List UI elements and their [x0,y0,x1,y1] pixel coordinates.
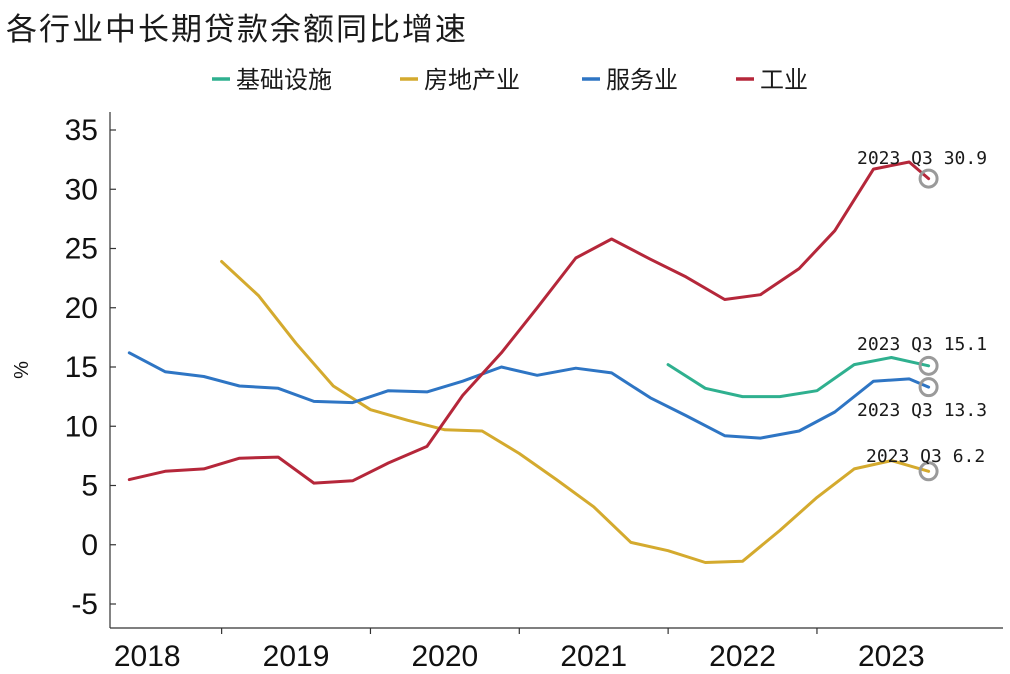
chart-title: 各行业中长期贷款余额同比增速 [6,12,468,48]
series-line-基础设施 [666,356,931,399]
annotation-label: 2023 Q3 30.9 [857,148,987,169]
y-tick-label: 30 [65,173,98,206]
y-tick-label: 10 [65,410,98,443]
legend-label: 基础设施 [236,66,332,94]
legend-label: 房地产业 [424,66,520,94]
annotation-marker [918,355,939,376]
y-tick-label: -5 [71,588,98,621]
x-tick-label: 2023 [858,640,925,673]
x-tick-label: 2021 [560,640,627,673]
legend: 基础设施 房地产业 服务业 工业 [212,66,808,94]
annotation-label: 2023 Q3 6.2 [866,446,985,467]
legend-label: 工业 [760,66,808,94]
x-tick-label: 2020 [412,640,479,673]
y-axis-label: % [11,361,33,379]
annotation-label: 2023 Q3 15.1 [857,334,987,355]
y-tick-label: 25 [65,233,98,266]
series-line-房地产业 [220,260,931,564]
annotation-label: 2023 Q3 13.3 [857,400,987,421]
annotation-layer: 2023 Q3 30.9 2023 Q3 15.1 2023 Q3 13.3 2023… [857,148,987,482]
y-tick-label: 15 [65,351,98,384]
y-tick-label: 35 [65,114,98,147]
y-tick-label: 0 [81,529,98,562]
x-tick-label: 2022 [709,640,776,673]
annotation-marker [918,377,939,398]
axes: -5 0 5 10 15 20 25 30 35 2018 2019 2020 2021 2022 2023 [65,112,1003,673]
legend-label: 服务业 [606,66,678,94]
annotation-marker [918,461,939,482]
series-line-工业 [127,160,931,485]
x-tick-label: 2019 [263,640,330,673]
y-tick-label: 5 [81,470,98,503]
series-layer [127,160,931,564]
x-tick-label: 2018 [114,640,181,673]
y-tick-label: 20 [65,292,98,325]
series-line-服务业 [127,351,931,440]
annotation-marker [918,168,939,189]
